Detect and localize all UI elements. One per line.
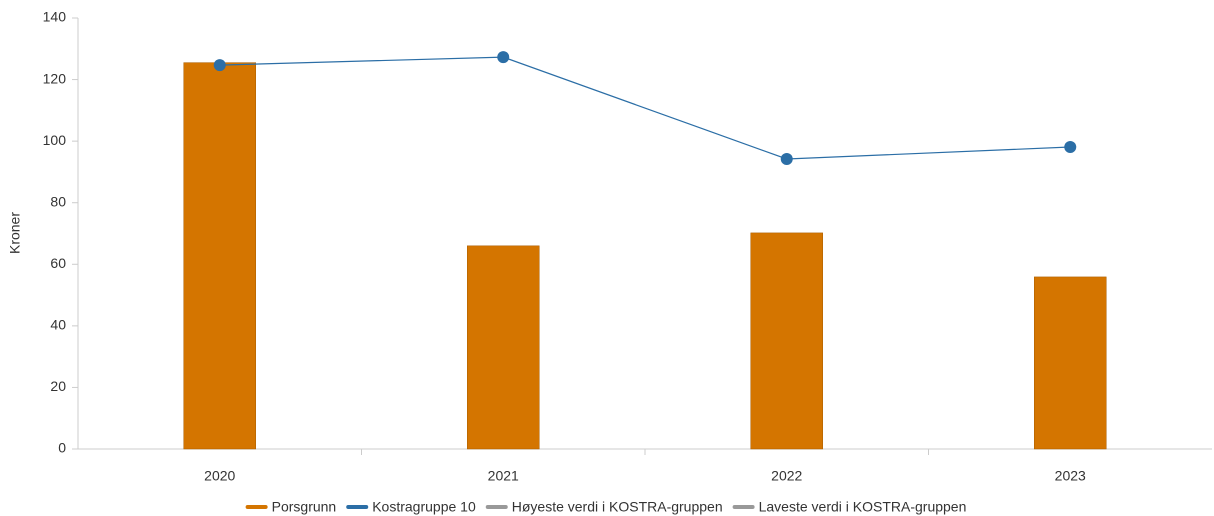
y-tick-label: 100: [43, 132, 67, 148]
x-tick-label: 2021: [488, 468, 519, 484]
y-tick-label: 20: [50, 378, 66, 394]
y-axis-label: Kroner: [7, 212, 23, 254]
x-tick-label: 2022: [771, 468, 802, 484]
x-tick-label: 2023: [1055, 468, 1086, 484]
y-tick-label: 60: [50, 255, 66, 271]
point: [497, 51, 510, 64]
point: [780, 152, 793, 165]
point: [1064, 140, 1077, 153]
legend-label: Kostragruppe 10: [372, 499, 476, 515]
y-tick-label: 80: [50, 193, 66, 209]
y-tick-label: 140: [43, 9, 67, 25]
x-tick-label: 2020: [204, 468, 235, 484]
y-tick-label: 0: [58, 440, 66, 456]
line: [219, 56, 1071, 160]
bar: [750, 232, 823, 450]
y-tick-label: 40: [50, 317, 66, 333]
y-tick-label: 120: [43, 70, 67, 86]
point: [213, 59, 226, 72]
legend-label: Porsgrunn: [272, 499, 337, 515]
bar: [467, 245, 540, 450]
legend: Porsgrunn Kostragruppe 10 Høyeste verdi i …: [245, 499, 967, 515]
bar: [183, 62, 256, 450]
bar: [1034, 276, 1107, 450]
legend-label: Laveste verdi i KOSTRA-gruppen: [759, 499, 967, 515]
legend-label: Høyeste verdi i KOSTRA-gruppen: [512, 499, 723, 515]
